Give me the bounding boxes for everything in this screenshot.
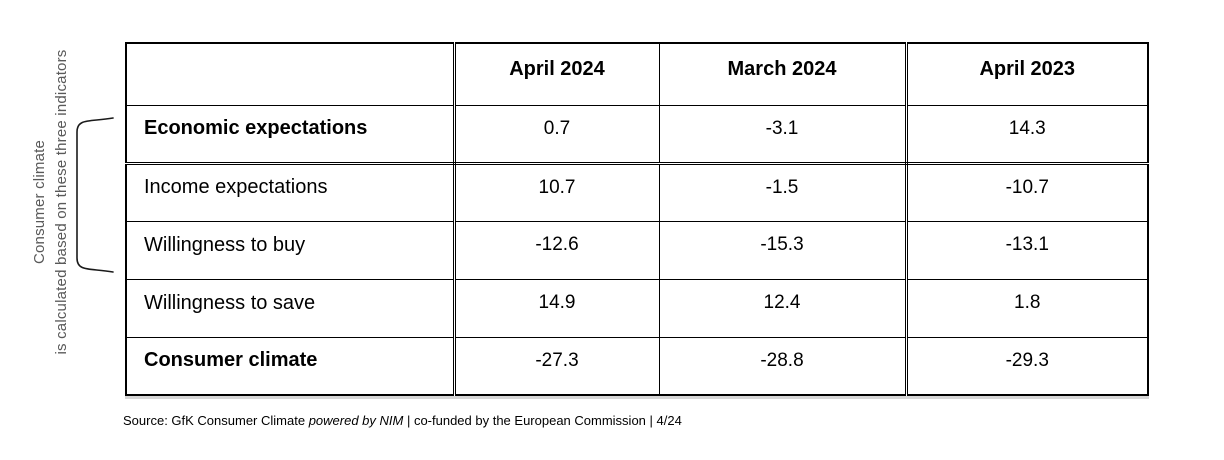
col-header-march-2024: March 2024: [658, 42, 908, 106]
cell-value: -13.1: [905, 220, 1149, 280]
source-text-italic: powered by NIM: [308, 413, 404, 428]
header-row: April 2024 March 2024 April 2023: [125, 42, 1149, 106]
cell-value: -3.1: [658, 104, 908, 165]
table-row-willingness-to-buy: Willingness to buy -12.6 -15.3 -13.1: [125, 220, 1149, 280]
col-header-april-2023: April 2023: [905, 42, 1149, 106]
source-line: Source: GfK Consumer Climate powered by …: [123, 412, 682, 430]
cell-value: -12.6: [453, 220, 660, 280]
row-label: Willingness to save: [125, 278, 456, 338]
cell-value: -10.7: [905, 162, 1149, 222]
cell-value: -15.3: [658, 220, 908, 280]
row-label: Consumer climate: [125, 336, 456, 396]
cell-value: -1.5: [658, 162, 908, 222]
row-label: Economic expectations: [125, 104, 456, 165]
cell-value: 12.4: [658, 278, 908, 338]
table-row-income-expectations: Income expectations 10.7 -1.5 -10.7: [125, 162, 1149, 222]
rotated-annotation: Consumer climate is calculated based on …: [29, 22, 73, 382]
cell-value: 14.9: [453, 278, 660, 338]
row-label: Willingness to buy: [125, 220, 456, 280]
source-text-2: | co-funded by the European Commission |…: [403, 413, 682, 428]
cell-value: 1.8: [905, 278, 1149, 338]
corner-cell: [125, 42, 456, 106]
table-row-economic-expectations: Economic expectations 0.7 -3.1 14.3: [125, 104, 1149, 165]
row-label: Income expectations: [125, 162, 456, 222]
consumer-climate-table: April 2024 March 2024 April 2023 Economi…: [125, 42, 1149, 396]
cell-value: 0.7: [453, 104, 660, 165]
annotation-line-1: Consumer climate: [31, 139, 48, 265]
cell-value: 10.7: [453, 162, 660, 222]
grouping-bracket-icon: [76, 117, 114, 273]
cell-value: -27.3: [453, 336, 660, 396]
cell-value: -29.3: [905, 336, 1149, 396]
col-header-april-2024: April 2024: [453, 42, 660, 106]
annotation-line-2: is calculated based on these three indic…: [53, 49, 70, 355]
table-container: April 2024 March 2024 April 2023 Economi…: [125, 42, 1149, 396]
cell-value: -28.8: [658, 336, 908, 396]
source-text-1: Source: GfK Consumer Climate: [123, 413, 309, 428]
cell-value: 14.3: [905, 104, 1149, 165]
table-row-willingness-to-save: Willingness to save 14.9 12.4 1.8: [125, 278, 1149, 338]
table-row-consumer-climate: Consumer climate -27.3 -28.8 -29.3: [125, 336, 1149, 396]
